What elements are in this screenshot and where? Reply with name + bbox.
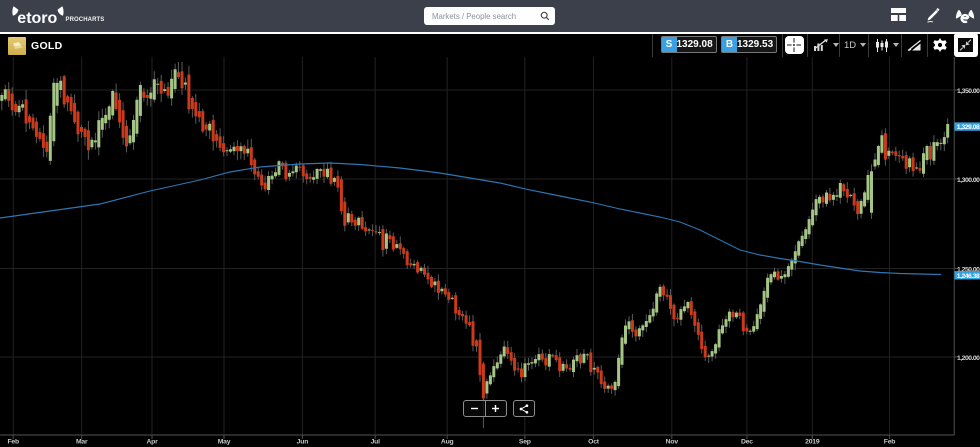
svg-text:Jun: Jun [297, 439, 309, 446]
svg-text:Feb: Feb [884, 439, 896, 446]
svg-text:1,329.08: 1,329.08 [957, 124, 980, 131]
svg-text:1,200.00: 1,200.00 [957, 355, 980, 362]
svg-text:Dec: Dec [741, 439, 753, 446]
svg-text:1,250.00: 1,250.00 [957, 266, 980, 273]
svg-text:Apr: Apr [146, 439, 158, 446]
svg-text:Oct: Oct [588, 439, 600, 446]
svg-text:Mar: Mar [76, 439, 88, 446]
svg-text:Jul: Jul [371, 439, 381, 446]
svg-text:May: May [218, 439, 231, 446]
svg-text:1,350.00: 1,350.00 [957, 88, 980, 95]
svg-text:Nov: Nov [666, 439, 679, 446]
svg-text:Aug: Aug [441, 439, 454, 446]
svg-text:etoro: etoro [17, 10, 57, 27]
svg-text:Feb: Feb [7, 439, 19, 446]
svg-text:1,246.38: 1,246.38 [957, 273, 980, 280]
svg-text:Sep: Sep [519, 439, 531, 446]
svg-text:2019: 2019 [805, 439, 820, 446]
svg-text:1,300.00: 1,300.00 [957, 177, 980, 184]
